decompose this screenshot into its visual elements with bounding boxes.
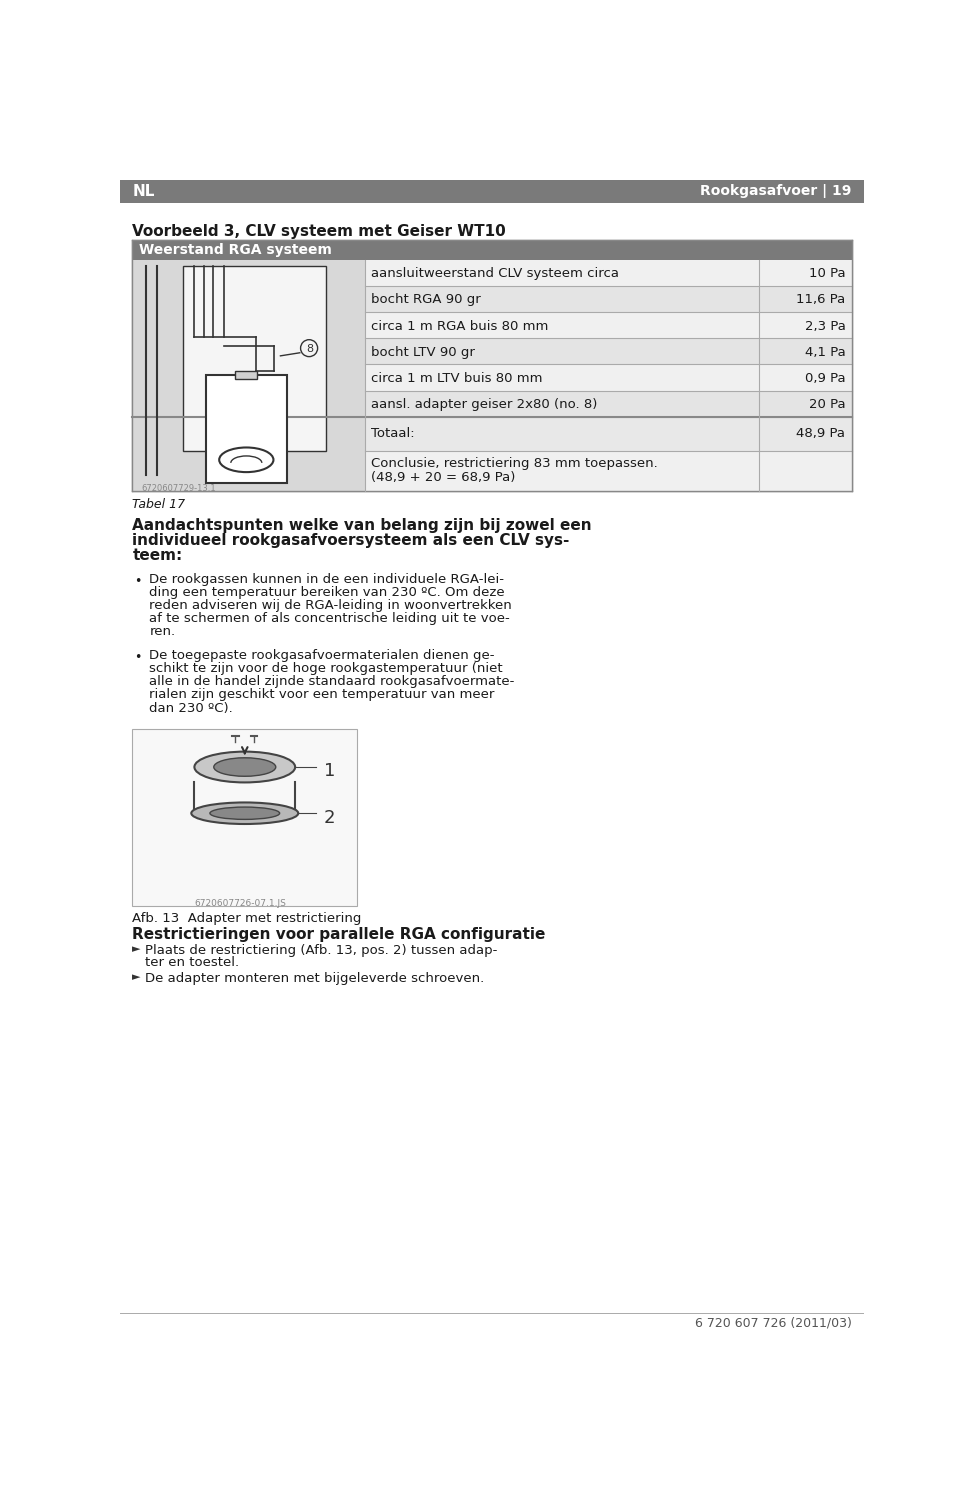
Text: De adapter monteren met bijgeleverde schroeven.: De adapter monteren met bijgeleverde sch… (145, 972, 484, 984)
Text: 2,3 Pa: 2,3 Pa (804, 320, 846, 332)
Text: (48,9 + 20 = 68,9 Pa): (48,9 + 20 = 68,9 Pa) (372, 471, 516, 483)
Text: Totaal:: Totaal: (372, 426, 415, 440)
Text: circa 1 m LTV buis 80 mm: circa 1 m LTV buis 80 mm (372, 373, 542, 384)
Text: rialen zijn geschikt voor een temperatuur van meer: rialen zijn geschikt voor een temperatuu… (150, 688, 494, 702)
Text: schikt te zijn voor de hoge rookgastemperatuur (niet: schikt te zijn voor de hoge rookgastempe… (150, 663, 503, 675)
Text: Voorbeeld 3, CLV systeem met Geiser WT10: Voorbeeld 3, CLV systeem met Geiser WT10 (132, 224, 506, 239)
Text: 4,1 Pa: 4,1 Pa (804, 346, 846, 359)
Text: •: • (134, 651, 141, 664)
Text: 48,9 Pa: 48,9 Pa (797, 426, 846, 440)
Text: De toegepaste rookgasafvoermaterialen dienen ge-: De toegepaste rookgasafvoermaterialen di… (150, 649, 495, 663)
Bar (365, 417, 852, 450)
Text: circa 1 m RGA buis 80 mm: circa 1 m RGA buis 80 mm (372, 320, 548, 332)
Text: 2: 2 (324, 809, 335, 827)
Text: aansl. adapter geiser 2x80 (no. 8): aansl. adapter geiser 2x80 (no. 8) (372, 398, 597, 411)
Text: NL: NL (132, 184, 155, 199)
Text: 11,6 Pa: 11,6 Pa (796, 293, 846, 307)
Text: Rookgasafvoer | 19: Rookgasafvoer | 19 (700, 184, 852, 197)
Bar (132, 338, 365, 365)
Bar (132, 239, 852, 491)
Text: Conclusie, restrictiering 83 mm toepassen.: Conclusie, restrictiering 83 mm toepasse… (372, 456, 658, 470)
Bar (120, 180, 864, 202)
Ellipse shape (210, 806, 279, 820)
Bar (365, 260, 852, 286)
Text: 20 Pa: 20 Pa (808, 398, 846, 411)
Bar (365, 365, 852, 390)
Text: reden adviseren wij de RGA-leiding in woonvertrekken: reden adviseren wij de RGA-leiding in wo… (150, 600, 513, 612)
Text: 6 720 607 726 (2011/03): 6 720 607 726 (2011/03) (695, 1316, 852, 1328)
Bar (132, 313, 365, 338)
Text: 0,9 Pa: 0,9 Pa (804, 373, 846, 384)
Bar (182, 266, 326, 450)
Text: De rookgassen kunnen in de een individuele RGA-lei-: De rookgassen kunnen in de een individue… (150, 573, 504, 586)
Text: bocht RGA 90 gr: bocht RGA 90 gr (372, 293, 481, 307)
Bar (132, 260, 365, 286)
Bar (365, 390, 852, 417)
Text: 1: 1 (324, 763, 335, 781)
Text: 10 Pa: 10 Pa (808, 268, 846, 280)
Bar (132, 729, 357, 905)
Bar (365, 450, 852, 491)
Text: Weerstand RGA systeem: Weerstand RGA systeem (138, 244, 331, 257)
Text: Aandachtspunten welke van belang zijn bij zowel een: Aandachtspunten welke van belang zijn bi… (132, 518, 592, 533)
Text: Plaats de restrictiering (Afb. 13, pos. 2) tussen adap-: Plaats de restrictiering (Afb. 13, pos. … (145, 944, 497, 957)
Text: alle in de handel zijnde standaard rookgasafvoermate-: alle in de handel zijnde standaard rookg… (150, 675, 515, 688)
Text: 8: 8 (306, 344, 313, 353)
Text: bocht LTV 90 gr: bocht LTV 90 gr (372, 346, 475, 359)
Bar (132, 239, 852, 260)
Bar (235, 371, 257, 378)
Ellipse shape (191, 802, 299, 824)
Text: dan 230 ºC).: dan 230 ºC). (150, 702, 233, 715)
Text: ►: ► (132, 972, 141, 981)
Text: ren.: ren. (150, 625, 176, 639)
Text: Afb. 13  Adapter met restrictiering: Afb. 13 Adapter met restrictiering (132, 911, 362, 925)
Text: af te schermen of als concentrische leiding uit te voe-: af te schermen of als concentrische leid… (150, 612, 510, 625)
Ellipse shape (194, 751, 295, 782)
Bar (132, 365, 365, 390)
Bar (365, 286, 852, 313)
Text: individueel rookgasafvoersysteem als een CLV sys-: individueel rookgasafvoersysteem als een… (132, 533, 570, 548)
Text: ►: ► (132, 944, 141, 954)
Text: aansluitweerstand CLV systeem circa: aansluitweerstand CLV systeem circa (372, 268, 619, 280)
Bar (365, 338, 852, 365)
Text: 6720607726-07.1.JS: 6720607726-07.1.JS (194, 899, 286, 908)
Text: ding een temperatuur bereiken van 230 ºC. Om deze: ding een temperatuur bereiken van 230 ºC… (150, 586, 505, 598)
Text: •: • (134, 574, 141, 588)
Ellipse shape (214, 758, 276, 776)
Bar (132, 450, 365, 491)
Text: Tabel 17: Tabel 17 (132, 498, 185, 512)
Ellipse shape (219, 447, 274, 473)
Text: Restrictieringen voor parallele RGA configuratie: Restrictieringen voor parallele RGA conf… (132, 928, 546, 942)
Text: ter en toestel.: ter en toestel. (145, 956, 239, 969)
Bar (132, 390, 365, 417)
Text: 6720607729-13.1: 6720607729-13.1 (142, 485, 216, 494)
Text: teem:: teem: (132, 548, 182, 562)
Bar (132, 286, 365, 313)
Bar (206, 375, 287, 483)
Bar (132, 417, 365, 450)
Bar (365, 313, 852, 338)
